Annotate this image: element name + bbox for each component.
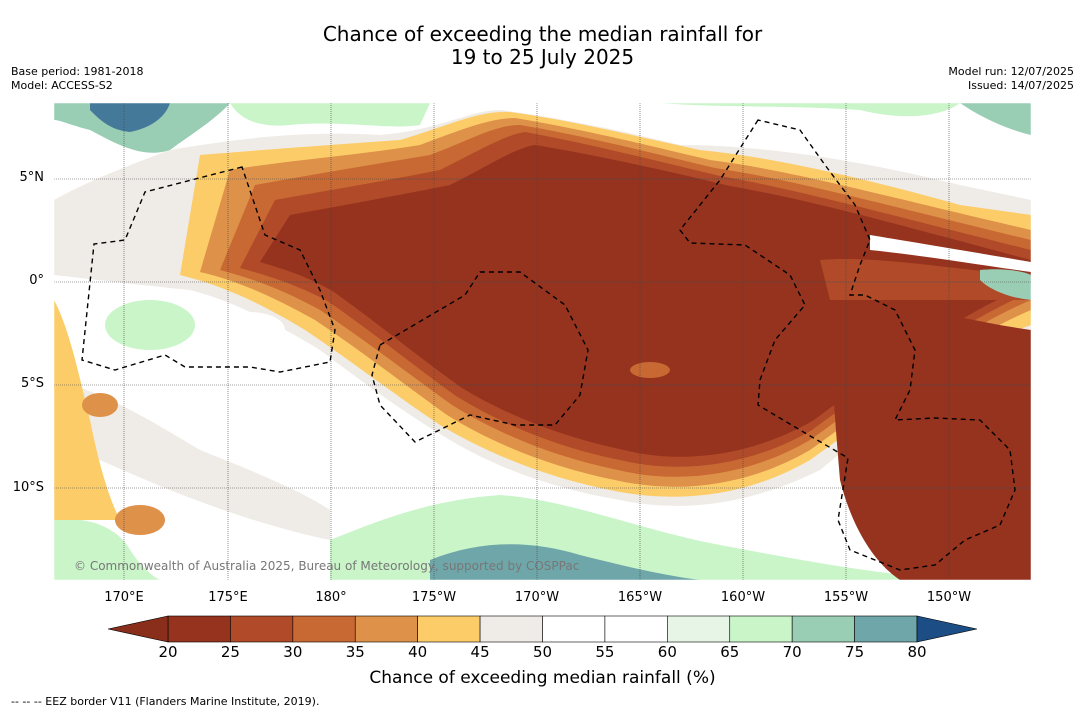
colorbar-tick-label: 35 bbox=[345, 643, 365, 661]
eez-footnote: -- -- -- EEZ border V11 (Flanders Marine… bbox=[11, 695, 320, 708]
lat-tick-5s: 5°S bbox=[20, 376, 44, 391]
colorbar-tick-label: 30 bbox=[283, 643, 303, 661]
colorbar-label: Chance of exceeding median rainfall (%) bbox=[369, 668, 716, 688]
colorbar-over-arrow bbox=[916, 615, 978, 643]
model-name: Model: ACCESS-S2 bbox=[11, 79, 113, 92]
map-grid bbox=[54, 103, 1031, 580]
map-title-line2: 19 to 25 July 2025 bbox=[450, 45, 635, 69]
map-title-line1: Chance of exceeding the median rainfall … bbox=[322, 22, 763, 46]
meta-right: Model run: 12/07/2025 Issued: 14/07/2025 bbox=[948, 65, 1074, 93]
base-period: Base period: 1981-2018 bbox=[11, 65, 144, 78]
lon-tick-170w: 170°W bbox=[514, 590, 560, 605]
lon-tick-150w: 150°W bbox=[926, 590, 972, 605]
colorbar-segment bbox=[667, 615, 731, 643]
colorbar-segment bbox=[292, 615, 356, 643]
colorbar-segment bbox=[479, 615, 543, 643]
lon-tick-170e: 170°E bbox=[104, 590, 144, 605]
eez-borders bbox=[81, 119, 1016, 571]
map-frame bbox=[53, 102, 1032, 581]
copyright-notice: © Commonwealth of Australia 2025, Bureau… bbox=[74, 559, 580, 573]
colorbar-tick-label: 65 bbox=[720, 643, 740, 661]
issued-date: Issued: 14/07/2025 bbox=[967, 79, 1074, 92]
colorbar-segment bbox=[417, 615, 481, 643]
lon-tick-180: 180° bbox=[315, 590, 347, 605]
colorbar-under-arrow bbox=[107, 615, 169, 643]
lon-tick-175e: 175°E bbox=[208, 590, 248, 605]
colorbar-segment bbox=[604, 615, 668, 643]
colorbar-segment bbox=[854, 615, 918, 643]
lon-tick-175w: 175°W bbox=[411, 590, 457, 605]
colorbar-tick-label: 60 bbox=[657, 643, 677, 661]
lat-tick-5n: 5°N bbox=[19, 170, 45, 185]
colorbar-tick-label: 80 bbox=[907, 643, 927, 661]
colorbar-segment bbox=[167, 615, 231, 643]
colorbar-segment bbox=[729, 615, 793, 643]
colorbar-segment bbox=[354, 615, 418, 643]
colorbar-tick-label: 25 bbox=[220, 643, 240, 661]
colorbar-tick-label: 55 bbox=[595, 643, 615, 661]
lon-tick-155w: 155°W bbox=[823, 590, 869, 605]
meta-left: Base period: 1981-2018 Model: ACCESS-S2 bbox=[11, 65, 143, 93]
model-run: Model run: 12/07/2025 bbox=[948, 65, 1074, 78]
colorbar-segments bbox=[107, 615, 978, 643]
lat-tick-10s: 10°S bbox=[12, 480, 44, 495]
colorbar-tick-label: 45 bbox=[470, 643, 490, 661]
colorbar-segment bbox=[791, 615, 855, 643]
rainfall-field bbox=[54, 103, 1031, 580]
lat-tick-0: 0° bbox=[29, 273, 44, 288]
colorbar-segment bbox=[542, 615, 606, 643]
colorbar-tick-label: 70 bbox=[782, 643, 802, 661]
colorbar-tick-label: 75 bbox=[845, 643, 865, 661]
lon-tick-160w: 160°W bbox=[720, 590, 766, 605]
colorbar-tick-label: 50 bbox=[532, 643, 553, 661]
colorbar-tick-label: 20 bbox=[158, 643, 178, 661]
lon-tick-165w: 165°W bbox=[617, 590, 663, 605]
colorbar-tick-label: 40 bbox=[408, 643, 428, 661]
colorbar-segment bbox=[230, 615, 294, 643]
